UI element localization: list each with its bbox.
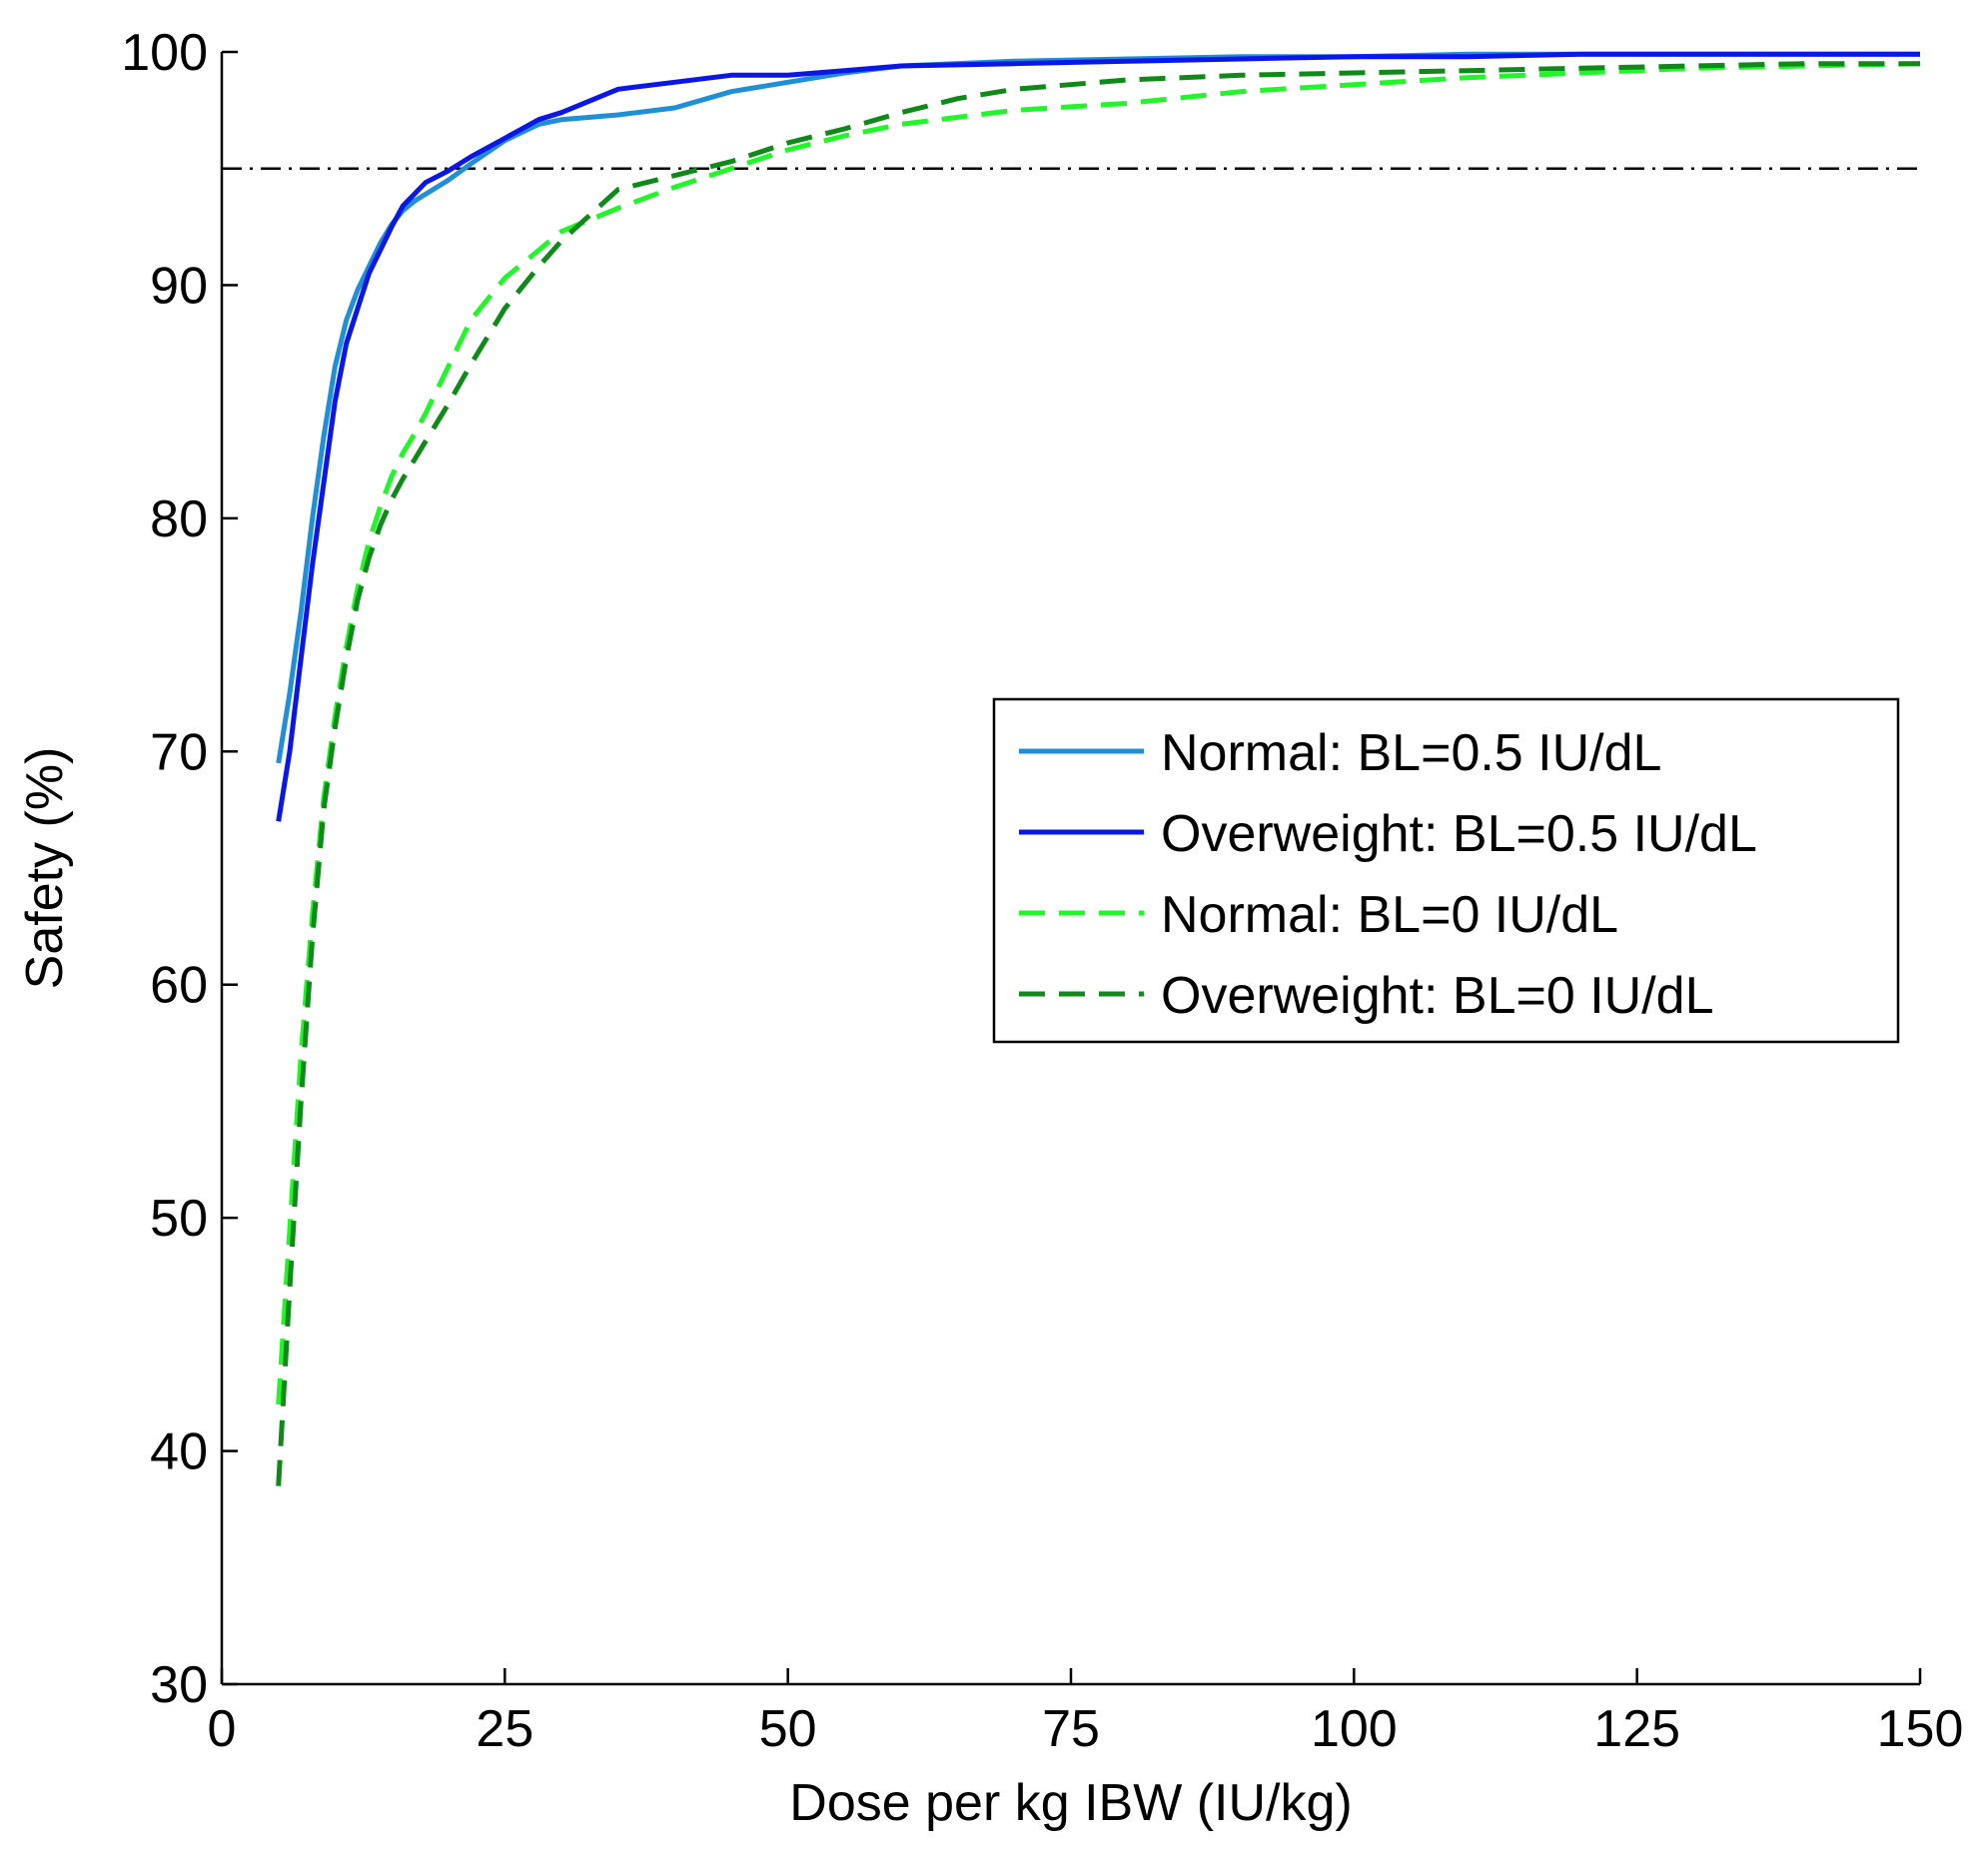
- legend-label-2: Overweight: BL=0.5 IU/dL: [1161, 805, 1757, 863]
- y-tick-label: 100: [121, 24, 208, 82]
- x-tick-label: 150: [1877, 1700, 1964, 1758]
- legend-box: [992, 697, 1900, 1044]
- y-tick-label: 50: [150, 1190, 208, 1248]
- y-tick-label: 40: [150, 1423, 208, 1481]
- x-tick-label: 125: [1593, 1700, 1680, 1758]
- series-line-4: [276, 61, 1920, 1486]
- y-tick-label: 80: [150, 490, 208, 548]
- legend: Normal: BL=0.5 IU/dL Overweight: BL=0.5 I…: [992, 697, 1900, 1044]
- y-tick-label: 30: [150, 1656, 208, 1714]
- x-axis-ticks: 0 25 50 75 100 125 150: [208, 1668, 1964, 1758]
- x-tick-label: 75: [1042, 1700, 1100, 1758]
- y-tick-label: 90: [150, 257, 208, 315]
- legend-label-3: Normal: BL=0 IU/dL: [1161, 886, 1618, 944]
- y-tick-label: 60: [150, 957, 208, 1015]
- legend-label-4: Overweight: BL=0 IU/dL: [1161, 967, 1714, 1025]
- y-axis-title: Safety (%): [16, 747, 74, 990]
- series-line-2: [276, 51, 1920, 822]
- x-tick-label: 25: [476, 1700, 533, 1758]
- x-tick-label: 0: [208, 1700, 237, 1758]
- x-tick-label: 50: [759, 1700, 817, 1758]
- y-tick-label: 70: [150, 723, 208, 781]
- y-axis-ticks: 30 40 50 60 70 80 90 100: [121, 24, 238, 1714]
- x-axis-title: Dose per kg IBW (IU/kg): [789, 1774, 1352, 1832]
- legend-label-1: Normal: BL=0.5 IU/dL: [1161, 724, 1661, 782]
- x-tick-label: 100: [1311, 1700, 1398, 1758]
- series-layer: [276, 51, 1921, 1486]
